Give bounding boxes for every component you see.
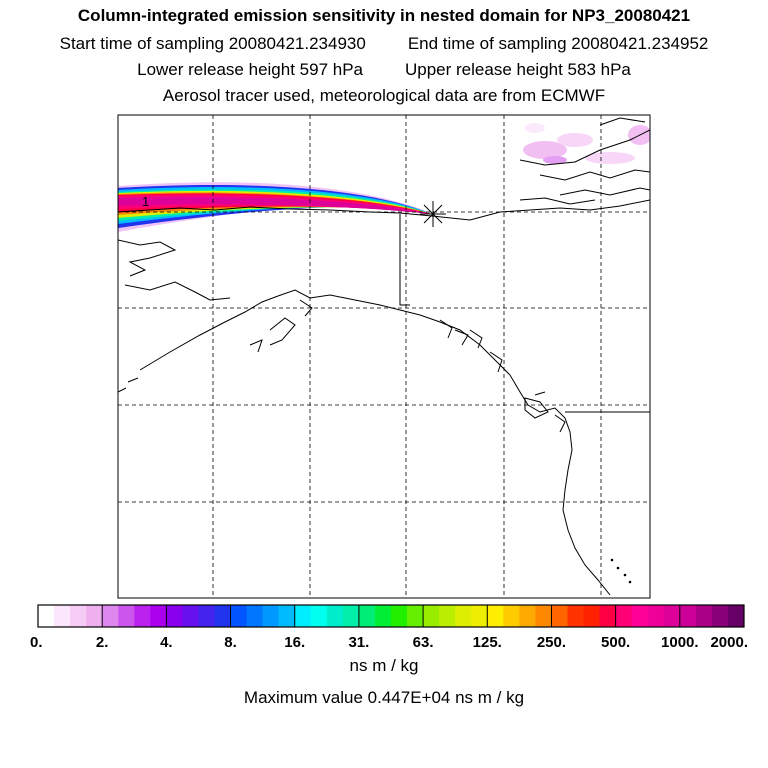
upper-release-label: Upper release height 583 hPa [405,60,631,79]
arctic-low-sensitivity-patch [523,123,650,164]
end-time-label: End time of sampling 20080421.234952 [407,34,709,53]
map-panel: 1 [117,114,651,599]
plume-label: 1 [142,194,149,209]
graticule [118,115,650,598]
borders [399,214,650,413]
emission-plume [118,182,432,232]
release-heights: Lower release height 597 hPa Upper releas… [0,60,768,80]
plot-title: Column-integrated emission sensitivity i… [77,6,691,25]
map-frame [117,114,651,599]
tracer-info: Aerosol tracer used, meteorological data… [162,86,606,105]
lower-release-label: Lower release height 597 hPa [137,60,363,79]
legend-units: ns m / kg [349,656,419,675]
release-star-icon [420,201,446,227]
sampling-times: Start time of sampling 20080421.234930 En… [0,34,768,54]
start-time-label: Start time of sampling 20080421.234930 [59,34,366,53]
max-value-label: Maximum value 0.447E+04 ns m / kg [243,688,525,707]
